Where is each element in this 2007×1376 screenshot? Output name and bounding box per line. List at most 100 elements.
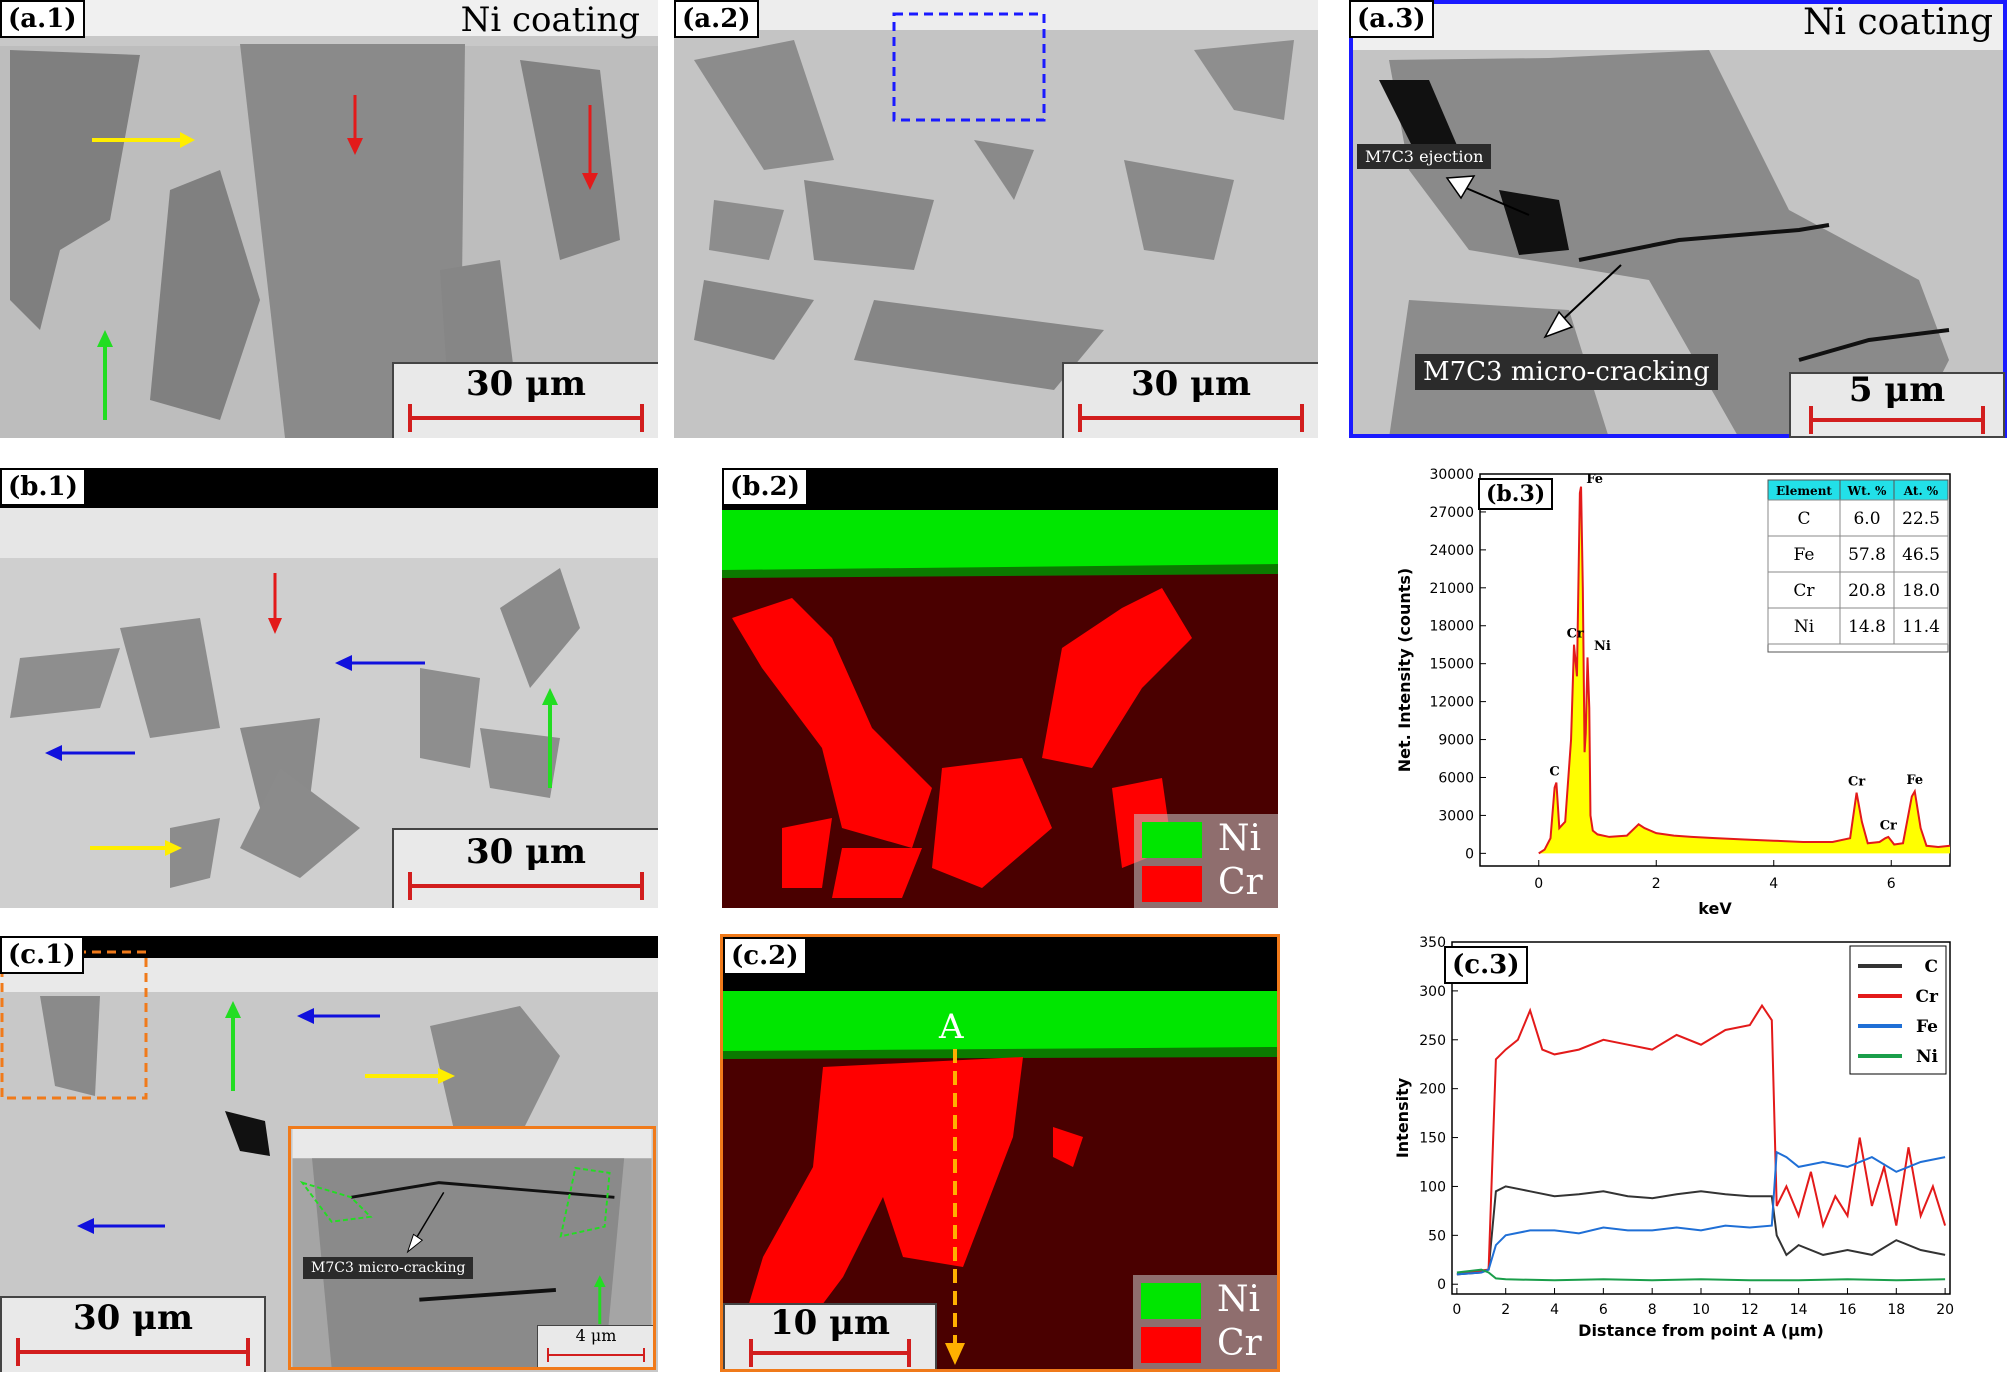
legend-label-cr: Cr [1218,862,1263,903]
peak-label: Fe [1586,472,1603,487]
panel-b2-tag: (b.2) [722,468,808,506]
x-tick-label: 0 [1452,1302,1461,1318]
y-tick-label: 250 [1419,1033,1446,1049]
y-tick-label: 18000 [1429,619,1474,635]
table-header: At. % [1903,484,1939,498]
x-tick-label: 8 [1648,1302,1657,1318]
scale-bar-c2: 10 μm [723,1303,937,1369]
legend-label-ni: Ni [1218,818,1262,859]
y-tick-label: 100 [1419,1179,1446,1195]
ni-coating-label: Ni coating [460,0,640,40]
y-tick-label: 21000 [1429,581,1474,597]
x-tick-label: 4 [1769,876,1778,892]
inset-cracking-label: M7C3 micro-cracking [303,1257,474,1279]
series-line-fe [1456,1150,1946,1276]
inset-region-box [0,950,148,1100]
x-tick-label: 18 [1887,1302,1905,1318]
legend-swatch-ni [1142,822,1202,858]
panel-b2: (b.2) Ni Cr [722,468,1278,908]
point-a-label: A [939,1007,964,1047]
x-tick-label: 12 [1741,1302,1759,1318]
x-tick-label: 6 [1599,1302,1608,1318]
y-axis-label: Net. Intensity (counts) [1395,568,1414,772]
y-tick-label: 350 [1419,935,1446,951]
peak-label: C [1549,764,1559,779]
y-tick-label: 300 [1419,984,1446,1000]
x-tick-label: 4 [1550,1302,1559,1318]
peak-label: Cr [1880,819,1897,834]
spectrum-line [1538,486,1951,855]
y-tick-label: 24000 [1429,543,1474,559]
legend-label-cr: Cr [1916,987,1940,1007]
y-tick-label: 0 [1465,846,1474,862]
panel-a2: (a.2) 30 μm [674,0,1318,438]
y-tick-label: 27000 [1429,505,1474,521]
table-value: C [1797,509,1810,529]
series-line-cr [1456,1003,1947,1276]
scale-label: 30 μm [465,832,586,872]
y-tick-label: 150 [1419,1131,1446,1147]
table-value: 46.5 [1902,545,1940,565]
table-value: Fe [1794,545,1815,565]
line-scan-chart: 0 50 100 150 200 250 300 350 0 2 4 6 8 10 12 14 16 18 20 Di… [1390,934,1960,1372]
panel-a1-tag: (a.1) [0,0,85,38]
table-header: Element [1776,484,1832,498]
x-tick-label: 14 [1790,1302,1808,1318]
peak-label: Ni [1594,639,1611,654]
legend-label-ni: Ni [1217,1279,1261,1320]
series-line-ni [1456,1268,1946,1282]
table-value: Ni [1794,617,1815,637]
x-tick-label: 10 [1692,1302,1710,1318]
x-tick-label: 0 [1534,876,1543,892]
scale-bar-c1: 30 μm [0,1296,266,1372]
table-value: 57.8 [1848,545,1886,565]
y-tick-label: 6000 [1438,770,1474,786]
panel-a3-tag: (a.3) [1349,0,1434,38]
y-axis-label: Intensity [1393,1077,1412,1158]
scale-label: 10 μm [769,1303,890,1343]
y-tick-label: 3000 [1438,808,1474,824]
scale-bar-a2: 30 μm [1062,362,1318,438]
table-header: Wt. % [1847,484,1887,498]
legend-swatch-cr [1141,1327,1201,1363]
series-line-c [1456,1185,1946,1276]
y-tick-label: 15000 [1429,657,1474,673]
y-tick-label: 30000 [1429,467,1474,483]
legend-label-fe: Fe [1916,1017,1938,1037]
scale-label: 30 μm [72,1298,193,1338]
legend-label-c: C [1924,957,1938,977]
panel-a3: (a.3) Ni coating M7C3 ejection M7C3 micr… [1349,0,2007,438]
x-tick-label: 6 [1887,876,1896,892]
panel-b1: (b.1) 30 μm [0,468,658,908]
inset-scale-bar: 4 μm [537,1325,653,1367]
eds-spectrum-svg: 0 3000 6000 9000 12000 15000 18000 21000 24000 27… [1395,467,1951,918]
inset-image: M7C3 micro-cracking 4 μm [288,1126,656,1370]
plot-frame [1479,473,1951,867]
legend-swatch-cr [1142,866,1202,902]
peak-label: Fe [1906,773,1923,788]
table-value: Cr [1793,581,1815,601]
scale-label: 30 μm [1130,364,1251,404]
line-scan-svg: 0 50 100 150 200 250 300 350 0 2 4 6 8 10 12 14 16 18 20 Di… [1393,935,1954,1340]
panel-b3-tag: (b.3) [1478,478,1554,510]
element-legend: Ni Cr [1133,1275,1277,1369]
scale-label: 5 μm [1848,370,1946,410]
panel-c1: (c.1) M7C3 micro-cracking 4 μm 30 μm [0,936,658,1372]
panel-c1-tag: (c.1) [0,936,84,974]
scale-bar-a1: 30 μm [392,362,658,438]
m7c3-cracking-label: M7C3 micro-cracking [1415,354,1718,390]
panel-c2-tag: (c.2) [723,937,807,975]
zoom-region-box [892,12,1046,122]
x-axis-label: Distance from point A (μm) [1578,1321,1824,1340]
panel-a1: (a.1) Ni coating 30 μm [0,0,658,438]
eds-spectrum-chart: 0 3000 6000 9000 12000 15000 18000 21000 24000 27… [1390,466,1960,922]
table-value: 11.4 [1902,617,1940,637]
y-tick-label: 200 [1419,1082,1446,1098]
x-tick-label: 2 [1652,876,1661,892]
scale-bar-b1: 30 μm [392,828,658,908]
table-value: 18.0 [1902,581,1940,601]
legend-label-ni: Ni [1916,1047,1939,1067]
y-tick-label: 12000 [1429,695,1474,711]
y-tick-label: 0 [1437,1277,1446,1293]
ni-coating-label: Ni coating [1803,2,1993,43]
